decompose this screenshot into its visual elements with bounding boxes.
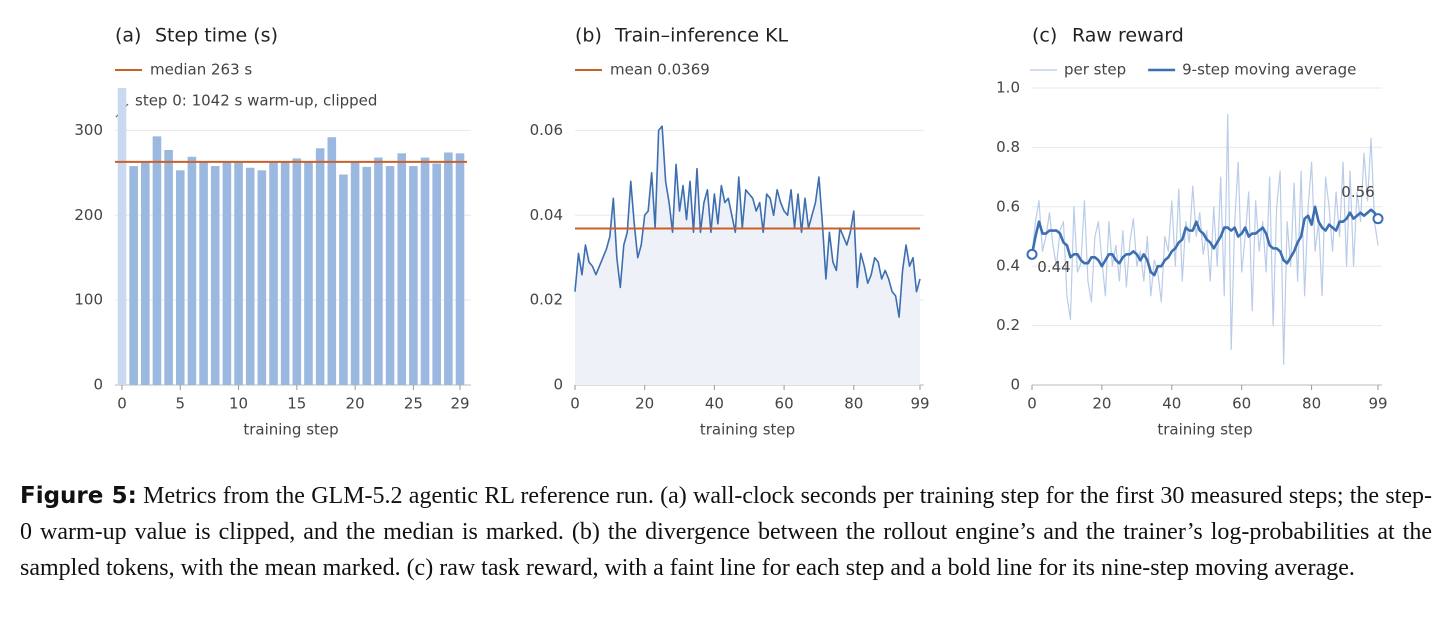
panel-title: Raw reward — [1072, 25, 1184, 47]
panel-label: (c) — [1032, 25, 1057, 47]
bar — [420, 157, 430, 385]
x-tick-label: 99 — [1368, 395, 1387, 413]
bar — [304, 161, 313, 385]
x-axis-label: training step — [700, 421, 795, 439]
y-tick-label: 0.04 — [530, 206, 563, 224]
bar — [362, 166, 372, 385]
x-tick-label: 25 — [404, 395, 423, 413]
caption-text: Metrics from the GLM-5.2 agentic RL refe… — [20, 483, 1432, 581]
caption: Figure 5: Metrics from the GLM-5.2 agent… — [20, 478, 1432, 586]
bar — [432, 163, 441, 385]
bar — [222, 161, 232, 385]
y-tick-label: 0.02 — [530, 291, 563, 309]
panel-label: (b) — [575, 25, 602, 47]
x-tick-label: 15 — [287, 395, 306, 413]
bar — [374, 157, 383, 385]
legend-label: median 263 s — [150, 61, 252, 79]
bar — [199, 161, 208, 385]
bar — [350, 161, 360, 385]
x-tick-label: 40 — [1162, 395, 1181, 413]
bar — [397, 153, 407, 385]
y-tick-label: 0.6 — [996, 197, 1020, 215]
x-tick-label: 10 — [229, 395, 248, 413]
area — [575, 126, 920, 385]
bar — [129, 166, 138, 385]
legend-label: 9-step moving average — [1182, 61, 1356, 79]
y-tick-label: 0.06 — [530, 121, 563, 139]
x-axis-label: training step — [1157, 421, 1252, 439]
bar — [280, 161, 290, 385]
x-tick-label: 20 — [635, 395, 654, 413]
bar — [327, 137, 337, 385]
line — [1030, 205, 1380, 277]
bar — [245, 167, 255, 385]
x-tick-label: 0 — [1027, 395, 1037, 413]
y-tick-label: 100 — [74, 291, 103, 309]
bar — [141, 162, 150, 385]
legend-label: mean 0.0369 — [610, 61, 710, 79]
bar — [152, 136, 162, 385]
bar — [234, 161, 243, 385]
x-axis-label: training step — [243, 421, 338, 439]
legend-label: per step — [1064, 61, 1126, 79]
panel-title: Step time (s) — [155, 25, 278, 47]
y-tick-label: 1.0 — [996, 79, 1020, 97]
bar — [164, 149, 173, 385]
x-tick-label: 0 — [117, 395, 127, 413]
bar — [210, 166, 220, 385]
y-tick-label: 0 — [553, 376, 563, 394]
bar — [444, 152, 453, 385]
y-tick-label: 0 — [93, 376, 103, 394]
bar — [385, 166, 395, 385]
x-tick-label: 99 — [910, 395, 929, 413]
x-tick-label: 80 — [844, 395, 863, 413]
x-tick-label: 80 — [1302, 395, 1321, 413]
panel-title: Train–inference KL — [614, 25, 789, 47]
x-tick-label: 29 — [450, 395, 469, 413]
y-tick-label: 0.8 — [996, 138, 1020, 156]
y-tick-label: 300 — [74, 121, 103, 139]
x-tick-label: 60 — [1232, 395, 1251, 413]
y-tick-label: 0.2 — [996, 316, 1020, 334]
x-tick-label: 20 — [346, 395, 365, 413]
x-tick-label: 60 — [775, 395, 794, 413]
caption-label: Figure 5: — [20, 483, 137, 509]
panel-label: (a) — [115, 25, 141, 47]
bar — [409, 166, 418, 385]
end-marker — [1026, 248, 1038, 260]
x-tick-label: 0 — [570, 395, 580, 413]
bar — [187, 156, 197, 385]
bar — [269, 161, 278, 385]
annotation: step 0: 1042 s warm-up, clipped — [135, 92, 377, 110]
bar — [117, 88, 127, 385]
line — [1031, 114, 1379, 365]
bar — [315, 148, 325, 385]
x-tick-label: 40 — [705, 395, 724, 413]
x-tick-label: 20 — [1092, 395, 1111, 413]
bar — [257, 170, 267, 385]
bar — [339, 174, 348, 385]
bar — [455, 153, 465, 385]
y-tick-label: 200 — [74, 206, 103, 224]
value-label: 0.44 — [1037, 258, 1070, 276]
end-marker — [1372, 213, 1384, 225]
value-label: 0.56 — [1341, 183, 1374, 201]
line — [574, 125, 921, 318]
bar — [175, 170, 185, 385]
y-tick-label: 0 — [1010, 376, 1020, 394]
bar — [292, 158, 302, 385]
x-tick-label: 5 — [175, 395, 185, 413]
y-tick-label: 0.4 — [996, 257, 1020, 275]
